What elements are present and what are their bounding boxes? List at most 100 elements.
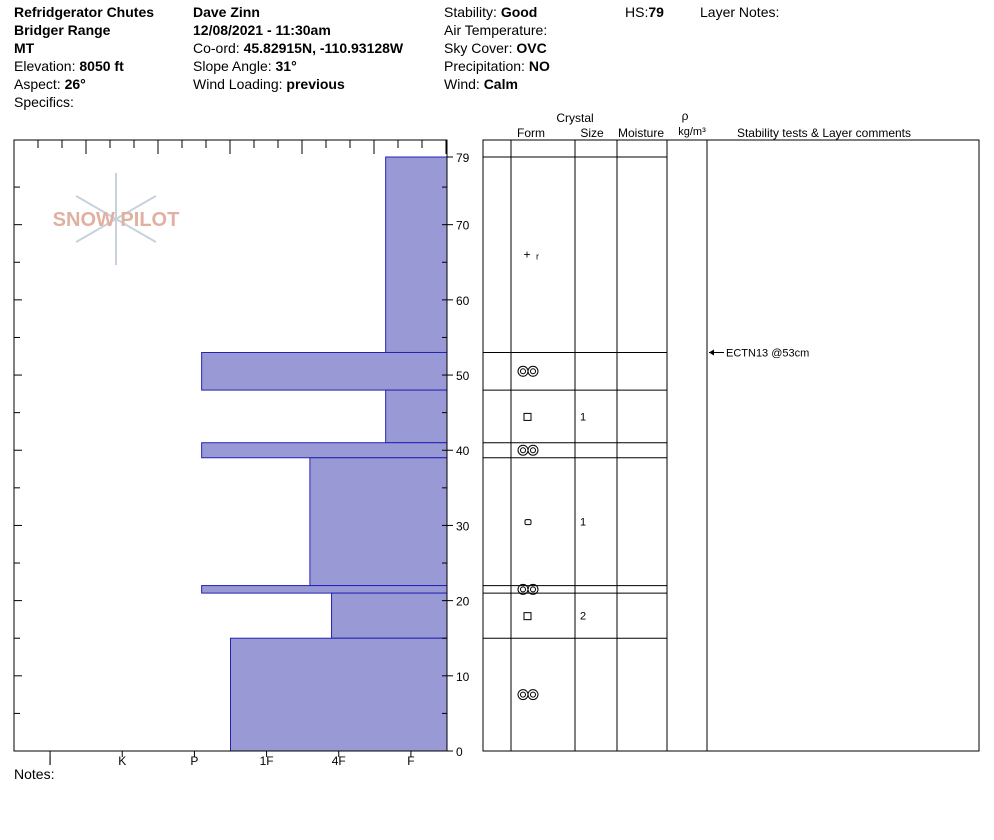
aspect-label: Aspect: <box>14 76 61 92</box>
hardness-bars <box>201 156 448 752</box>
hardness-bar-7 <box>230 637 448 752</box>
location-name: Refridgerator Chutes <box>14 4 155 20</box>
stability-label: Stability: <box>444 4 497 20</box>
hs-label: HS: <box>625 4 649 20</box>
form-ring-5-1 <box>527 583 539 595</box>
depth-tick-label-1: 10 <box>456 670 470 684</box>
wind-loading-label: Wind Loading: <box>193 76 283 92</box>
depth-tick-label-2: 20 <box>456 595 470 609</box>
col-header-moisture: Moisture <box>618 126 664 140</box>
header-layer-notes: Layer Notes: <box>700 3 779 21</box>
hardness-tick-label-5: F <box>407 754 414 768</box>
state-name: MT <box>14 40 35 56</box>
depth-tick-label-7: 70 <box>456 219 470 233</box>
form-ring-inner-5-0 <box>520 586 526 593</box>
form-ring-inner-5-1 <box>530 586 536 593</box>
form-ring-inner-7-0 <box>520 691 526 698</box>
axis-ticks: I K P 1F 4F F 0 10 20 30 40 50 60 70 79 <box>14 140 470 768</box>
layer-table: Crystal Form Size Moisture ρ kg/m³ Stability t… <box>482 109 980 752</box>
depth-tick-label-3: 30 <box>456 519 470 533</box>
col-header-density-unit: kg/m³ <box>678 126 706 138</box>
precip-label: Precipitation: <box>444 58 525 74</box>
form-ring-inner-3-0 <box>520 447 526 454</box>
form-ring-7-1 <box>527 689 539 701</box>
depth-tick-label-8: 79 <box>456 151 470 165</box>
hardness-tick-label-1: K <box>118 754 126 768</box>
slope-value: 31° <box>275 58 297 74</box>
header-col-3: Stability: Good Air Temperature: Sky Cov… <box>444 3 550 93</box>
notes-label: Notes: <box>14 766 55 782</box>
form-ring-inner-1-1 <box>530 368 536 375</box>
hs-value: 79 <box>648 4 664 20</box>
form-box-6 <box>523 612 532 621</box>
form-ring-7-0 <box>517 689 529 701</box>
wind-label: Wind: <box>444 76 480 92</box>
form-box-2 <box>523 412 532 421</box>
slope-label: Slope Angle: <box>193 58 272 74</box>
snowflake-arm-5 <box>115 195 157 220</box>
elevation-value: 8050 ft <box>79 58 124 74</box>
depth-tick-label-0: 0 <box>456 745 463 759</box>
precip-value: NO <box>528 58 550 74</box>
air-temp-label: Air Temperature: <box>444 22 548 38</box>
snowflake-arm-4 <box>115 218 157 243</box>
depth-tick-label-4: 40 <box>456 444 470 458</box>
form-symbol-0: + <box>523 248 530 262</box>
stability-value: Good <box>500 4 538 20</box>
wind-loading-value: previous <box>286 76 345 92</box>
specifics-label: Specifics: <box>14 94 74 110</box>
header-col-2: Dave Zinn 12/08/2021 - 11:30am Co-ord: 4… <box>193 3 403 93</box>
hardness-tick-label-2: P <box>190 754 198 768</box>
logo-text: SNOW PILOT <box>53 209 180 231</box>
size-value-2: 1 <box>580 411 586 423</box>
coord-value: 45.82915N, -110.93128W <box>243 40 404 56</box>
depth-tick-label-5: 50 <box>456 369 470 383</box>
hardness-tick-label-0: I <box>48 754 51 768</box>
hardness-bar-3 <box>201 442 448 459</box>
sky-value: OVC <box>516 40 547 56</box>
form-rbox-4 <box>524 519 532 526</box>
col-header-size: Size <box>580 126 604 140</box>
col-header-form: Form <box>517 126 545 140</box>
size-value-6: 2 <box>580 611 586 623</box>
col-header-crystal: Crystal <box>556 111 593 125</box>
form-ring-1-1 <box>527 365 539 377</box>
hardness-bar-5 <box>201 585 448 594</box>
snowflake-arm-2 <box>75 218 117 243</box>
hardness-bar-4 <box>309 457 448 587</box>
col-header-rho: ρ <box>682 109 689 123</box>
aspect-value: 26° <box>64 76 86 92</box>
hardness-bar-1 <box>201 351 448 391</box>
test-arrow-0 <box>709 349 714 356</box>
range-name: Bridger Range <box>14 22 111 38</box>
table-frame <box>482 139 980 752</box>
sky-label: Sky Cover: <box>444 40 513 56</box>
snowflake-arm-1 <box>75 195 117 220</box>
observer-name: Dave Zinn <box>193 4 260 20</box>
hardness-tick-label-4: 4F <box>332 754 346 768</box>
layer-notes-label: Layer Notes: <box>700 4 780 20</box>
hardness-bar-0 <box>385 156 448 353</box>
snowpilot-logo: SNOW PILOT <box>53 173 180 265</box>
form-ring-inner-7-1 <box>530 691 536 698</box>
form-ring-3-0 <box>517 444 529 456</box>
wind-value: Calm <box>483 76 518 92</box>
form-ring-3-1 <box>527 444 539 456</box>
col-header-comments: Stability tests & Layer comments <box>737 126 911 140</box>
hardness-tick-label-3: 1F <box>260 754 274 768</box>
coord-label: Co-ord: <box>193 40 240 56</box>
hardness-bar-6 <box>331 592 448 639</box>
form-ring-inner-3-1 <box>530 447 536 454</box>
header-col-1: Refridgerator Chutes Bridger Range MT El… <box>14 3 154 111</box>
elevation-label: Elevation: <box>14 58 76 74</box>
test-label-0: ECTN13 @53cm <box>726 347 809 359</box>
form-symbol-sub-0: r <box>536 252 539 262</box>
form-ring-1-0 <box>517 365 529 377</box>
header-hs: HS:79 <box>625 3 664 21</box>
depth-tick-label-6: 60 <box>456 294 470 308</box>
size-value-4: 1 <box>580 517 586 529</box>
form-ring-inner-1-0 <box>520 368 526 375</box>
hardness-bar-2 <box>385 389 448 444</box>
observation-datetime: 12/08/2021 - 11:30am <box>193 22 331 38</box>
